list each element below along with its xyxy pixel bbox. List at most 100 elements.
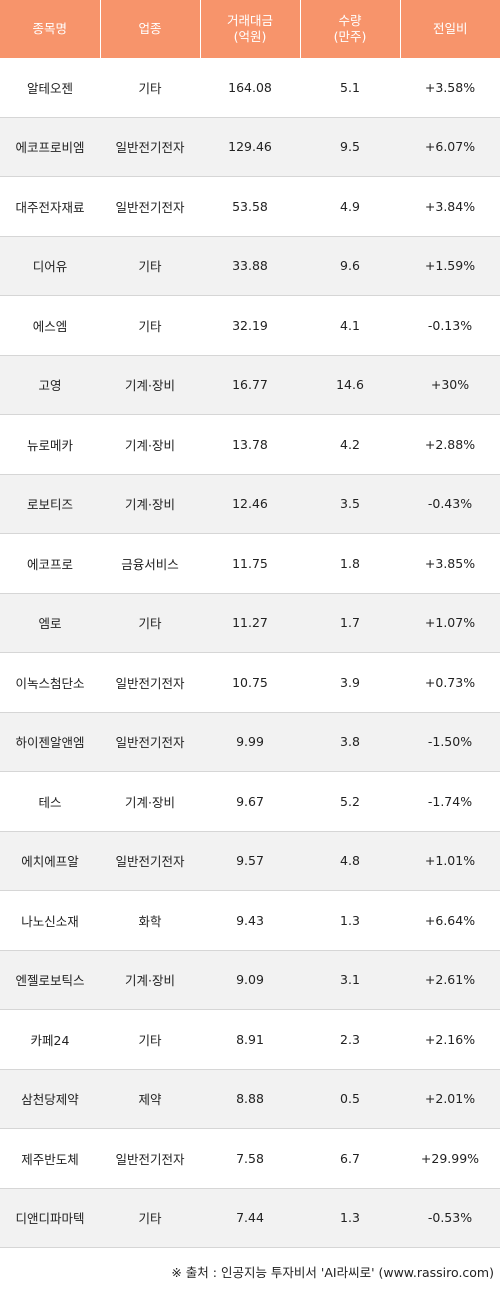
change-cell: +2.01% — [400, 1069, 500, 1129]
trade-value-cell: 32.19 — [200, 295, 300, 356]
table-row: 하이젠알앤엠 일반전기전자 9.99 3.8 -1.50% — [0, 712, 500, 772]
stock-name-cell: 엠로 — [0, 593, 100, 653]
stock-name-cell: 제주반도체 — [0, 1128, 100, 1189]
table-row: 카페24 기타 8.91 2.3 +2.16% — [0, 1009, 500, 1070]
sector-cell: 기타 — [100, 593, 200, 653]
volume-cell: 2.3 — [300, 1009, 400, 1070]
trade-value-cell: 11.75 — [200, 533, 300, 594]
table-row: 디앤디파마텍 기타 7.44 1.3 -0.53% — [0, 1188, 500, 1248]
change-cell: +2.88% — [400, 414, 500, 475]
sector-cell: 기타 — [100, 1009, 200, 1070]
change-cell: +1.01% — [400, 831, 500, 891]
sector-cell: 화학 — [100, 890, 200, 951]
trade-value-cell: 7.44 — [200, 1188, 300, 1248]
volume-cell: 3.5 — [300, 474, 400, 534]
change-cell: +6.64% — [400, 890, 500, 951]
volume-cell: 4.1 — [300, 295, 400, 356]
header-volume: 수량 (만주) — [300, 0, 401, 58]
sector-cell: 기계·장비 — [100, 950, 200, 1010]
volume-cell: 1.3 — [300, 890, 400, 951]
table-row: 에치에프알 일반전기전자 9.57 4.8 +1.01% — [0, 831, 500, 891]
header-name: 종목명 — [0, 0, 101, 58]
sector-cell: 기계·장비 — [100, 355, 200, 415]
volume-cell: 0.5 — [300, 1069, 400, 1129]
trade-value-cell: 8.91 — [200, 1009, 300, 1070]
sector-cell: 기계·장비 — [100, 414, 200, 475]
table-row: 삼천당제약 제약 8.88 0.5 +2.01% — [0, 1069, 500, 1129]
table-row: 알테오젠 기타 164.08 5.1 +3.58% — [0, 58, 500, 118]
sector-cell: 일반전기전자 — [100, 1128, 200, 1189]
stock-name-cell: 테스 — [0, 771, 100, 832]
stock-name-cell: 에코프로비엠 — [0, 117, 100, 177]
trade-value-cell: 10.75 — [200, 652, 300, 713]
header-change: 전일비 — [400, 0, 500, 58]
trade-value-cell: 11.27 — [200, 593, 300, 653]
trade-value-cell: 9.43 — [200, 890, 300, 951]
sector-cell: 기타 — [100, 295, 200, 356]
header-trade-value: 거래대금 (억원) — [200, 0, 301, 58]
sector-cell: 기계·장비 — [100, 474, 200, 534]
sector-cell: 일반전기전자 — [100, 712, 200, 772]
table-row: 나노신소재 화학 9.43 1.3 +6.64% — [0, 890, 500, 951]
trade-value-cell: 9.09 — [200, 950, 300, 1010]
change-cell: +1.59% — [400, 236, 500, 296]
change-cell: -0.13% — [400, 295, 500, 356]
volume-cell: 3.1 — [300, 950, 400, 1010]
table-row: 에스엠 기타 32.19 4.1 -0.13% — [0, 295, 500, 356]
change-cell: +3.84% — [400, 176, 500, 237]
trade-value-cell: 33.88 — [200, 236, 300, 296]
sector-cell: 기타 — [100, 58, 200, 118]
trade-value-cell: 9.67 — [200, 771, 300, 832]
table-row: 에코프로 금융서비스 11.75 1.8 +3.85% — [0, 533, 500, 594]
change-cell: -1.50% — [400, 712, 500, 772]
volume-cell: 3.8 — [300, 712, 400, 772]
table-row: 에코프로비엠 일반전기전자 129.46 9.5 +6.07% — [0, 117, 500, 177]
change-cell: +29.99% — [400, 1128, 500, 1189]
volume-cell: 5.1 — [300, 58, 400, 118]
stock-name-cell: 디앤디파마텍 — [0, 1188, 100, 1248]
change-cell: -0.53% — [400, 1188, 500, 1248]
table-row: 로보티즈 기계·장비 12.46 3.5 -0.43% — [0, 474, 500, 534]
trade-value-cell: 9.57 — [200, 831, 300, 891]
stock-name-cell: 알테오젠 — [0, 58, 100, 118]
stock-name-cell: 삼천당제약 — [0, 1069, 100, 1129]
stock-name-cell: 에스엠 — [0, 295, 100, 356]
stock-name-cell: 이녹스첨단소 — [0, 652, 100, 713]
volume-cell: 4.2 — [300, 414, 400, 475]
stock-name-cell: 에치에프알 — [0, 831, 100, 891]
change-cell: +2.16% — [400, 1009, 500, 1070]
volume-cell: 9.6 — [300, 236, 400, 296]
stock-name-cell: 에코프로 — [0, 533, 100, 594]
sector-cell: 기타 — [100, 236, 200, 296]
volume-cell: 1.8 — [300, 533, 400, 594]
change-cell: +0.73% — [400, 652, 500, 713]
source-note: ※ 출처 : 인공지능 투자비서 'AI라씨로' (www.rassiro.co… — [171, 1265, 494, 1280]
stock-name-cell: 하이젠알앤엠 — [0, 712, 100, 772]
stock-name-cell: 카페24 — [0, 1009, 100, 1070]
change-cell: +6.07% — [400, 117, 500, 177]
sector-cell: 일반전기전자 — [100, 831, 200, 891]
table-row: 이녹스첨단소 일반전기전자 10.75 3.9 +0.73% — [0, 652, 500, 713]
trade-value-cell: 129.46 — [200, 117, 300, 177]
sector-cell: 일반전기전자 — [100, 117, 200, 177]
table-row: 엔젤로보틱스 기계·장비 9.09 3.1 +2.61% — [0, 950, 500, 1010]
stock-name-cell: 로보티즈 — [0, 474, 100, 534]
volume-cell: 3.9 — [300, 652, 400, 713]
table-row: 제주반도체 일반전기전자 7.58 6.7 +29.99% — [0, 1128, 500, 1189]
change-cell: +3.85% — [400, 533, 500, 594]
stock-name-cell: 디어유 — [0, 236, 100, 296]
change-cell: +2.61% — [400, 950, 500, 1010]
trade-value-cell: 16.77 — [200, 355, 300, 415]
volume-cell: 9.5 — [300, 117, 400, 177]
trade-value-cell: 7.58 — [200, 1128, 300, 1189]
change-cell: -0.43% — [400, 474, 500, 534]
change-cell: +30% — [400, 355, 500, 415]
sector-cell: 기타 — [100, 1188, 200, 1248]
sector-cell: 제약 — [100, 1069, 200, 1129]
table-row: 대주전자재료 일반전기전자 53.58 4.9 +3.84% — [0, 176, 500, 237]
stock-name-cell: 뉴로메카 — [0, 414, 100, 475]
stock-name-cell: 고영 — [0, 355, 100, 415]
table-row: 고영 기계·장비 16.77 14.6 +30% — [0, 355, 500, 415]
volume-cell: 1.3 — [300, 1188, 400, 1248]
volume-cell: 4.9 — [300, 176, 400, 237]
